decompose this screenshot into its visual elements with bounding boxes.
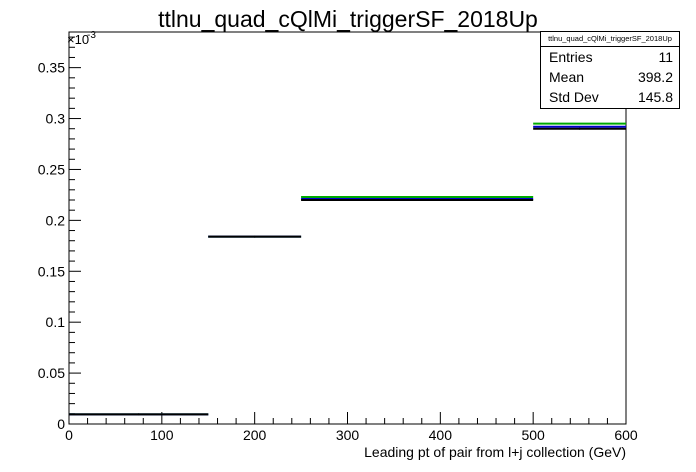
x-tick-label: 300 <box>336 427 360 443</box>
x-tick-label: 400 <box>429 427 453 443</box>
x-tick-label: 0 <box>65 427 73 443</box>
stats-label: Std Dev <box>549 89 599 105</box>
chart-title: ttlnu_quad_cQlMi_triggerSF_2018Up <box>158 6 538 32</box>
stats-label: Entries <box>549 49 593 65</box>
y-tick-label: 0.1 <box>46 314 66 330</box>
stats-row-entries: Entries 11 <box>541 47 679 67</box>
stats-box: ttlnu_quad_cQlMi_triggerSF_2018Up Entrie… <box>540 31 680 109</box>
y-tick-label: 0.2 <box>46 212 66 228</box>
stats-row-mean: Mean 398.2 <box>541 67 679 87</box>
y-tick-label: 0.25 <box>38 161 65 177</box>
y-tick-label: 0 <box>57 416 65 432</box>
histogram-series <box>69 122 626 416</box>
stats-value: 145.8 <box>637 89 673 105</box>
stats-box-title: ttlnu_quad_cQlMi_triggerSF_2018Up <box>541 32 679 47</box>
y-tick-label: 0.15 <box>38 263 65 279</box>
stats-row-std-dev: Std Dev 145.8 <box>541 87 679 107</box>
y-exponent-label: ×10 <box>67 32 89 47</box>
x-axis: 0 100 200 300 400 500 600 <box>65 412 638 443</box>
x-tick-label: 600 <box>614 427 638 443</box>
y-axis: 0 0.05 0.1 0.15 0.2 0.25 0.3 0.35 <box>38 36 81 432</box>
y-tick-label: 0.3 <box>46 111 66 127</box>
x-tick-label: 500 <box>521 427 545 443</box>
x-tick-label: 200 <box>243 427 267 443</box>
stats-value: 398.2 <box>637 69 673 85</box>
x-tick-label: 100 <box>150 427 174 443</box>
x-axis-label: Leading pt of pair from l+j collection (… <box>364 444 626 460</box>
y-exponent-power: -3 <box>87 30 96 41</box>
y-tick-label: 0.35 <box>38 60 65 76</box>
stats-label: Mean <box>549 69 585 85</box>
stats-value: 11 <box>658 49 673 65</box>
y-tick-label: 0.05 <box>38 365 65 381</box>
